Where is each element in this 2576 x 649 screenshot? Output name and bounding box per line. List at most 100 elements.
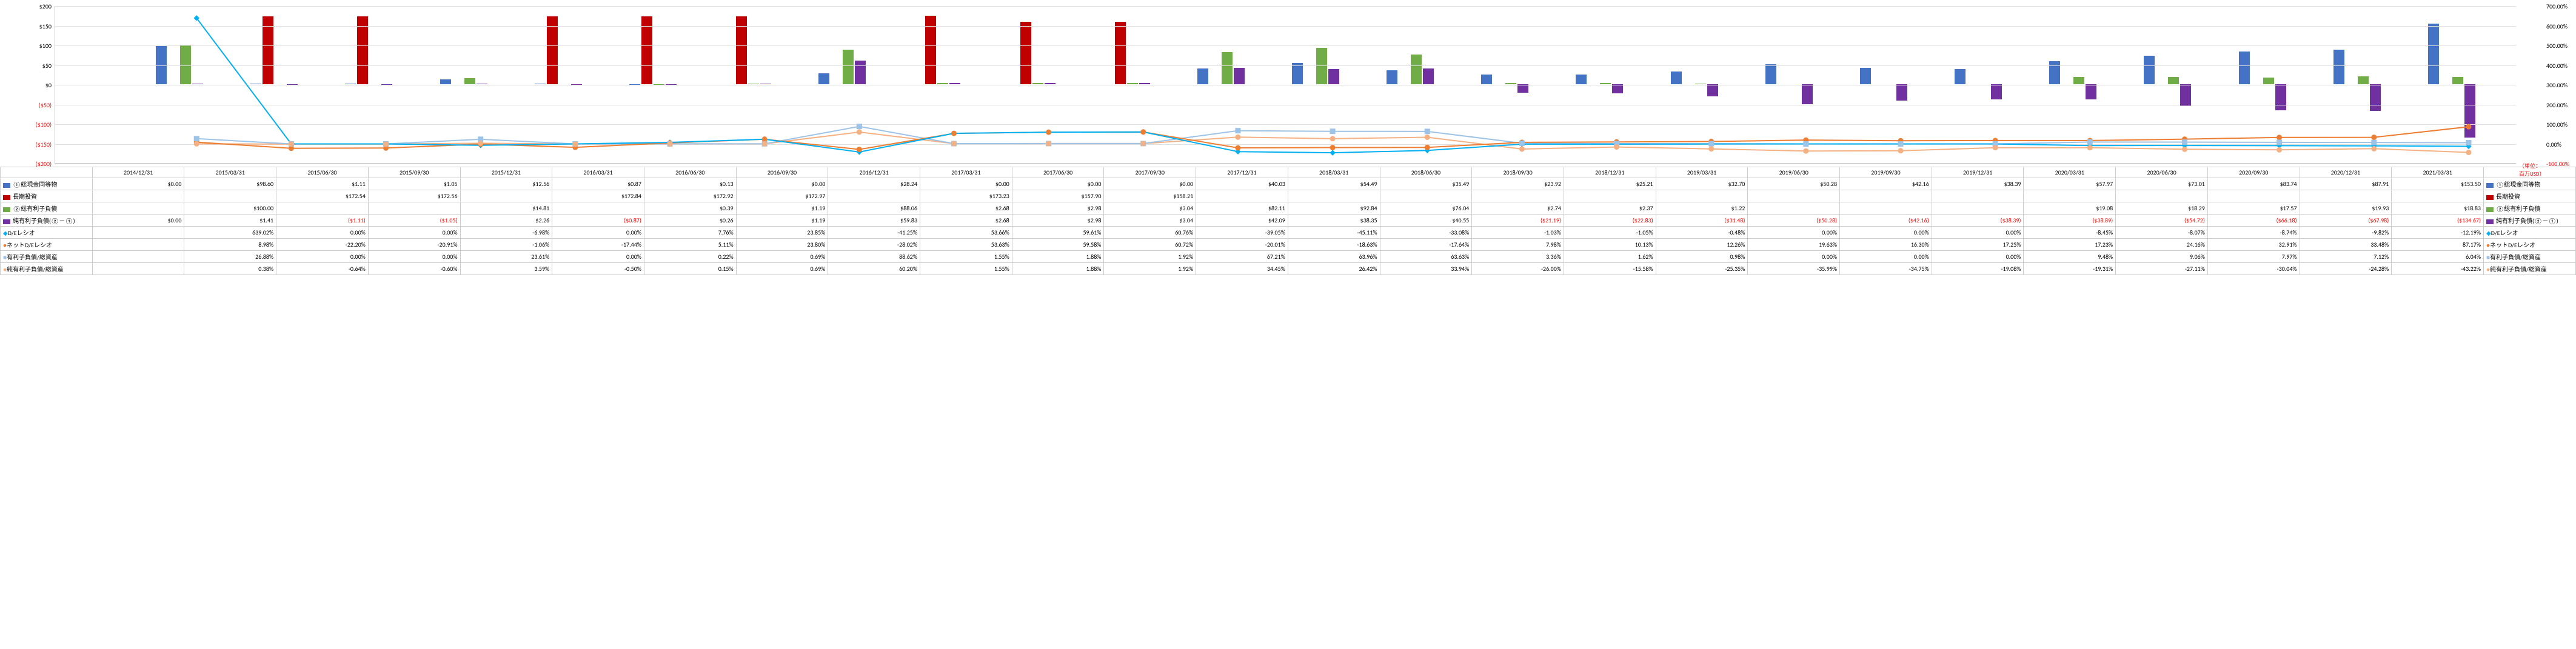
row-label-right-netde_ratio: ●ネットD/Eレシオ: [2483, 239, 2575, 251]
cell: 16.30%: [1840, 239, 1932, 251]
cell: $23.92: [1472, 178, 1564, 190]
cell: 0.00%: [276, 251, 369, 263]
cell: 60.76%: [1104, 227, 1196, 239]
cell: $0.13: [644, 178, 736, 190]
cell: 60.72%: [1104, 239, 1196, 251]
cell: -20.91%: [368, 239, 460, 251]
cell: 1.92%: [1104, 263, 1196, 275]
cell: -8.07%: [2116, 227, 2208, 239]
period-header: 2019/09/30: [1840, 167, 1932, 178]
cell: $82.11: [1196, 202, 1288, 215]
period-header: 2019/06/30: [1748, 167, 1840, 178]
cell: -43.22%: [2392, 263, 2484, 275]
cell: $2.68: [920, 215, 1012, 227]
cell: 53.66%: [920, 227, 1012, 239]
cell: $3.04: [1104, 202, 1196, 215]
cell: 7.76%: [644, 227, 736, 239]
cell: $19.08: [2024, 202, 2116, 215]
cell: [1840, 202, 1932, 215]
period-header: 2021/03/31: [2392, 167, 2484, 178]
cell: [92, 190, 184, 202]
cell: ($54.72): [2116, 215, 2208, 227]
cell: 1.88%: [1012, 263, 1104, 275]
cell: [92, 251, 184, 263]
cell: $2.98: [1012, 215, 1104, 227]
cell: $54.49: [1288, 178, 1380, 190]
cell: $172.56: [368, 190, 460, 202]
cell: 23.61%: [460, 251, 552, 263]
row-label-right-totaldebt: ②総有利子負債: [2483, 202, 2575, 215]
cell: 34.45%: [1196, 263, 1288, 275]
cell: 63.96%: [1288, 251, 1380, 263]
cell: 0.00%: [552, 227, 644, 239]
cell: -17.64%: [1380, 239, 1472, 251]
period-header: 2018/03/31: [1288, 167, 1380, 178]
cell: $153.50: [2392, 178, 2484, 190]
cell: 0.69%: [736, 251, 828, 263]
cell: ($42.16): [1840, 215, 1932, 227]
cell: ($38.39): [1932, 215, 2024, 227]
period-header: 2019/03/31: [1656, 167, 1748, 178]
cell: $172.97: [736, 190, 828, 202]
cell: 0.00%: [1932, 227, 2024, 239]
data-table: 2014/12/312015/03/312015/06/302015/09/30…: [0, 167, 2576, 275]
period-header: 2016/06/30: [644, 167, 736, 178]
cell: $12.56: [460, 178, 552, 190]
cell: ($22.83): [1564, 215, 1656, 227]
cell: $42.16: [1840, 178, 1932, 190]
cell: ($38.89): [2024, 215, 2116, 227]
cell: -15.58%: [1564, 263, 1656, 275]
cell: [1840, 190, 1932, 202]
period-header: 2015/09/30: [368, 167, 460, 178]
cell: $57.97: [2024, 178, 2116, 190]
period-header: 2017/06/30: [1012, 167, 1104, 178]
cell: [368, 202, 460, 215]
period-header: 2015/06/30: [276, 167, 369, 178]
cell: [2300, 190, 2392, 202]
cell: $1.05: [368, 178, 460, 190]
chart-container: $200$150$100$50$0($50)($100)($150)($200)…: [0, 0, 2576, 649]
cell: $157.90: [1012, 190, 1104, 202]
cell: -33.08%: [1380, 227, 1472, 239]
cell: [1748, 190, 1840, 202]
cell: $1.11: [276, 178, 369, 190]
cell: ($134.67): [2392, 215, 2484, 227]
cell: ($67.98): [2300, 215, 2392, 227]
row-label-totaldebt: ②総有利子負債: [1, 202, 93, 215]
cell: 53.63%: [920, 239, 1012, 251]
cell: -27.11%: [2116, 263, 2208, 275]
row-label-right-debt_assets: ■有利子負債/総資産: [2483, 251, 2575, 263]
cell: 5.11%: [644, 239, 736, 251]
row-label-netdebt: 純有利子負債(②－①): [1, 215, 93, 227]
cell: [552, 202, 644, 215]
cell: 0.00%: [1932, 251, 2024, 263]
period-header: 2016/09/30: [736, 167, 828, 178]
cell: 23.80%: [736, 239, 828, 251]
cell: $38.39: [1932, 178, 2024, 190]
cell: $32.70: [1656, 178, 1748, 190]
cell: $14.81: [460, 202, 552, 215]
cell: -24.28%: [2300, 263, 2392, 275]
cell: 0.22%: [644, 251, 736, 263]
period-header: 2020/09/30: [2207, 167, 2300, 178]
cell: 12.26%: [1656, 239, 1748, 251]
row-label-de_ratio: ◆D/Eレシオ: [1, 227, 93, 239]
cell: $92.84: [1288, 202, 1380, 215]
row-label-right-netdebt: 純有利子負債(②－①): [2483, 215, 2575, 227]
cell: -9.82%: [2300, 227, 2392, 239]
cell: 0.00%: [368, 251, 460, 263]
cell: -8.45%: [2024, 227, 2116, 239]
cell: $2.68: [920, 202, 1012, 215]
cell: 60.20%: [828, 263, 920, 275]
period-header: 2016/03/31: [552, 167, 644, 178]
cell: $17.57: [2207, 202, 2300, 215]
cell: [1380, 190, 1472, 202]
cell: [1932, 202, 2024, 215]
cell: $0.87: [552, 178, 644, 190]
cell: [92, 239, 184, 251]
cell: $3.04: [1104, 215, 1196, 227]
cell: 59.58%: [1012, 239, 1104, 251]
cell: -8.74%: [2207, 227, 2300, 239]
cell: 0.00%: [1840, 227, 1932, 239]
cell: -34.75%: [1840, 263, 1932, 275]
